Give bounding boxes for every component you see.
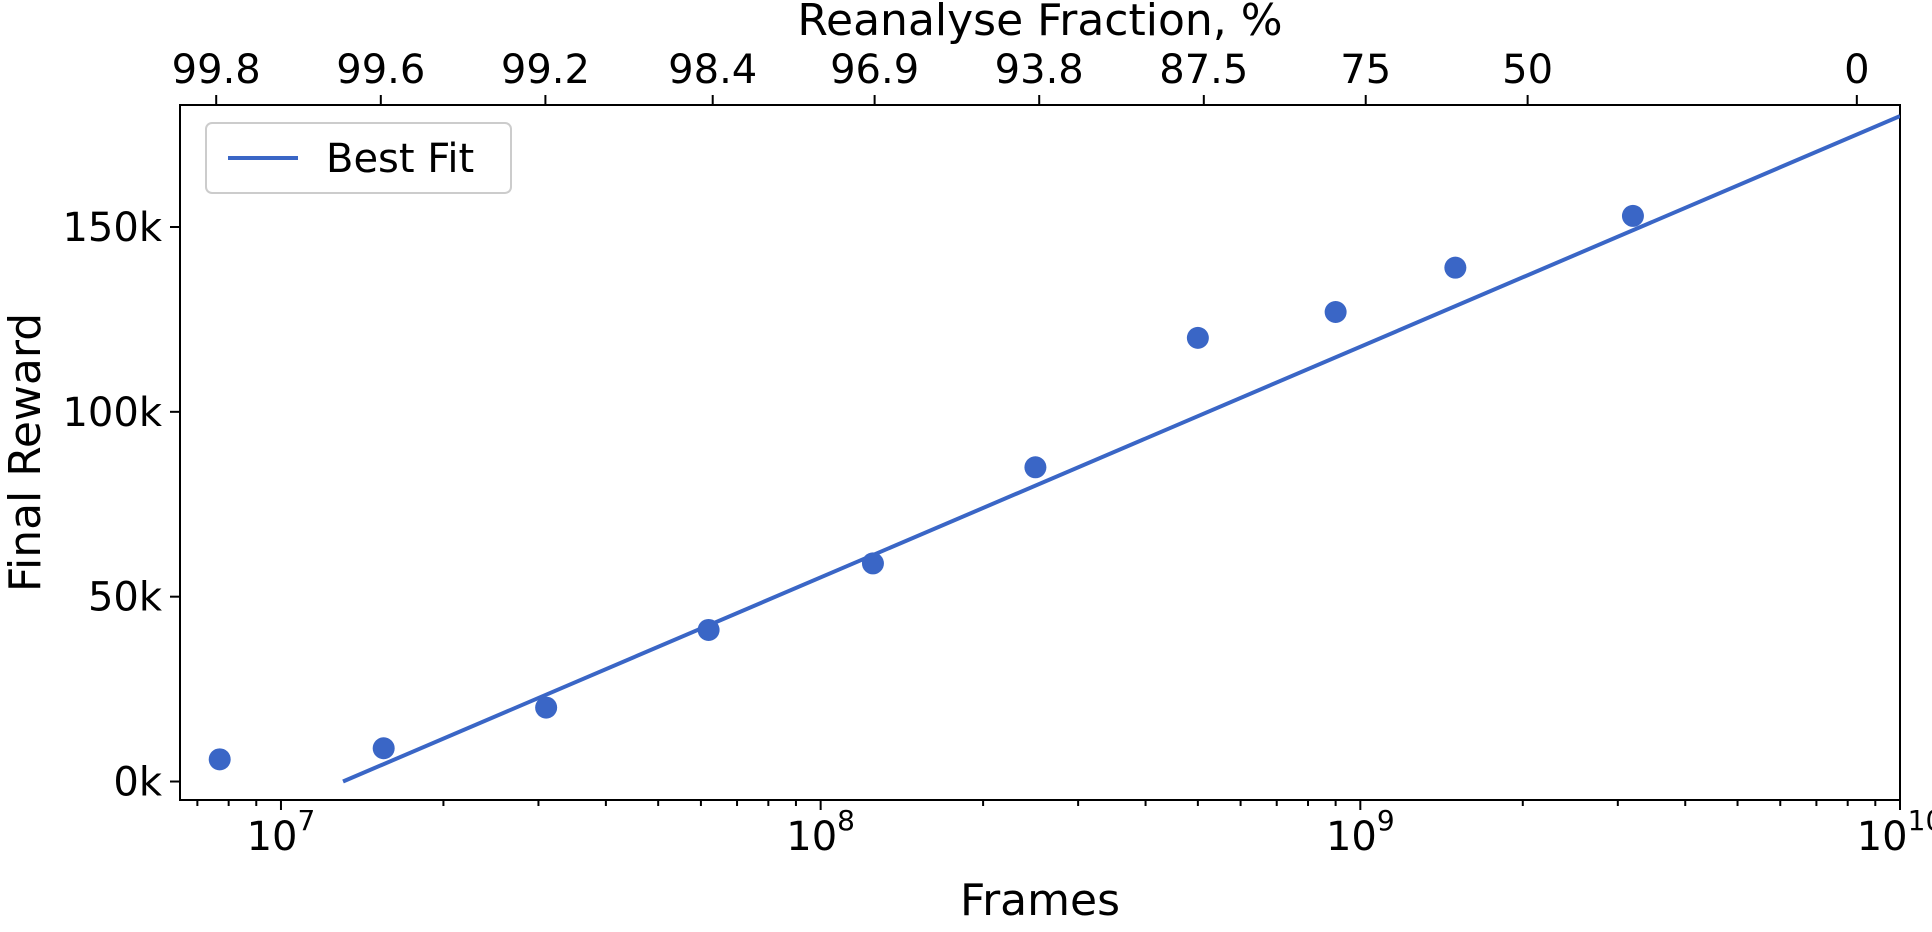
top-tick-label: 96.9: [830, 47, 919, 93]
scatter-chart: 1071081091010Frames0k50k100k150kFinal Re…: [0, 0, 1932, 932]
x-axis-label: Frames: [960, 875, 1120, 926]
top-tick-label: 87.5: [1159, 47, 1248, 93]
y-tick-label: 0k: [113, 760, 162, 806]
y-tick-label: 150k: [62, 205, 162, 251]
y-axis-label: Final Reward: [0, 313, 51, 592]
legend: Best Fit: [206, 123, 511, 193]
top-tick-label: 93.8: [995, 47, 1084, 93]
chart-container: 1071081091010Frames0k50k100k150kFinal Re…: [0, 0, 1932, 932]
data-point: [698, 619, 720, 641]
top-tick-label: 0: [1844, 47, 1869, 93]
data-point: [209, 748, 231, 770]
top-tick-label: 99.6: [336, 47, 425, 93]
top-tick-label: 75: [1340, 47, 1391, 93]
data-point: [373, 737, 395, 759]
top-tick-label: 50: [1502, 47, 1553, 93]
data-point: [862, 552, 884, 574]
y-tick-label: 100k: [62, 390, 162, 436]
data-point: [1622, 205, 1644, 227]
top-tick-label: 98.4: [668, 47, 757, 93]
top-tick-label: 99.2: [501, 47, 590, 93]
top-axis-label: Reanalyse Fraction, %: [797, 0, 1282, 46]
legend-item-label: Best Fit: [326, 136, 474, 182]
data-point: [1024, 456, 1046, 478]
data-point: [1325, 301, 1347, 323]
top-tick-label: 99.8: [172, 47, 261, 93]
y-tick-label: 50k: [88, 575, 163, 621]
data-point: [535, 697, 557, 719]
data-point: [1187, 327, 1209, 349]
data-point: [1444, 257, 1466, 279]
